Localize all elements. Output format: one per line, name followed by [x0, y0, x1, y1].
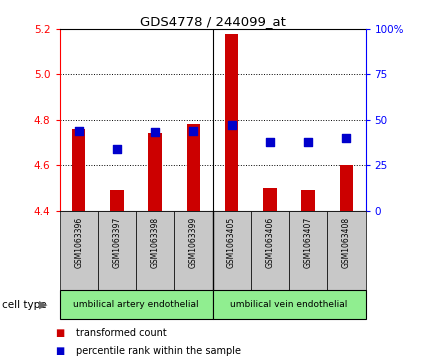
Point: [75, 128, 82, 134]
Bar: [225, 34, 238, 211]
Text: ■: ■: [55, 346, 65, 356]
Text: GSM1063405: GSM1063405: [227, 217, 236, 268]
Point: [228, 122, 235, 128]
Text: GSM1063407: GSM1063407: [303, 217, 313, 268]
Point: [305, 139, 312, 144]
Point: [152, 130, 159, 135]
Bar: [98, 211, 136, 290]
Text: transformed count: transformed count: [76, 328, 167, 338]
Text: GSM1063397: GSM1063397: [112, 217, 122, 268]
Point: [343, 135, 350, 141]
Text: GSM1063399: GSM1063399: [189, 217, 198, 268]
Text: cell type: cell type: [2, 300, 47, 310]
Bar: [136, 211, 174, 290]
Bar: [148, 133, 162, 211]
Bar: [263, 188, 277, 211]
Bar: [72, 129, 85, 211]
Text: umbilical artery endothelial: umbilical artery endothelial: [73, 301, 199, 309]
Bar: [110, 190, 124, 211]
Point: [266, 139, 273, 144]
Text: GSM1063408: GSM1063408: [342, 217, 351, 268]
Title: GDS4778 / 244099_at: GDS4778 / 244099_at: [139, 15, 286, 28]
Text: ■: ■: [55, 328, 65, 338]
Bar: [187, 124, 200, 211]
Bar: [212, 290, 366, 319]
Bar: [212, 211, 251, 290]
Bar: [251, 211, 289, 290]
Text: GSM1063396: GSM1063396: [74, 217, 83, 268]
Text: GSM1063406: GSM1063406: [265, 217, 275, 268]
Bar: [60, 211, 98, 290]
Text: percentile rank within the sample: percentile rank within the sample: [76, 346, 241, 356]
Bar: [174, 211, 212, 290]
Point: [190, 128, 197, 134]
Bar: [327, 211, 366, 290]
Bar: [289, 211, 327, 290]
Point: [113, 146, 120, 152]
Text: GSM1063398: GSM1063398: [150, 217, 160, 268]
Text: umbilical vein endothelial: umbilical vein endothelial: [230, 301, 348, 309]
Bar: [60, 290, 212, 319]
Bar: [340, 165, 353, 211]
Bar: [301, 190, 315, 211]
Text: ▶: ▶: [39, 300, 48, 310]
